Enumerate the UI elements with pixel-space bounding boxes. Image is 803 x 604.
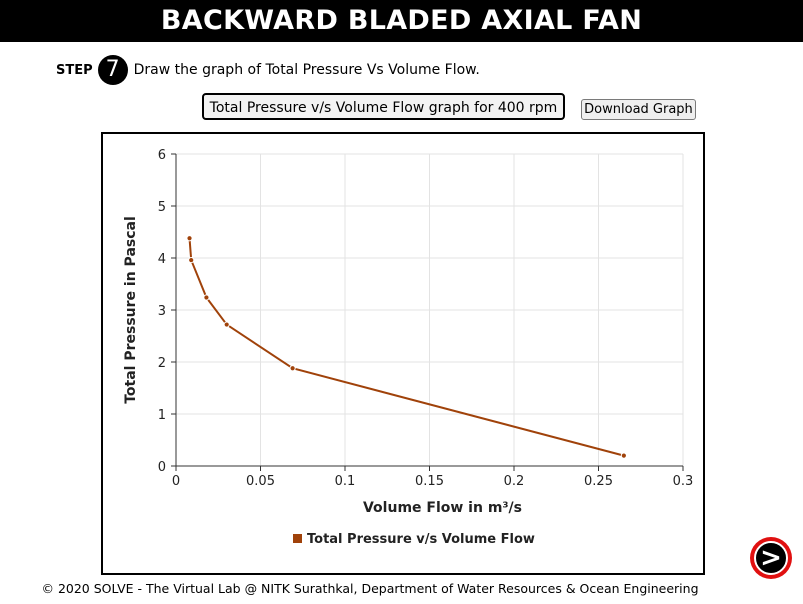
y-tick-label: 1	[158, 408, 166, 423]
y-axis-title: Total Pressure in Pascal	[123, 216, 139, 404]
x-tick-label: 0.3	[673, 474, 694, 489]
chart-axes	[171, 153, 684, 471]
step-instruction: Draw the graph of Total Pressure Vs Volu…	[133, 62, 480, 78]
legend-swatch	[293, 534, 302, 543]
step-number-badge: 7	[97, 55, 128, 85]
y-tick-label: 0	[158, 460, 166, 475]
chart-series	[186, 235, 627, 459]
step-label: STEP	[56, 62, 93, 78]
data-point	[186, 235, 193, 242]
y-tick-label: 6	[158, 148, 166, 163]
y-tick-label: 5	[158, 200, 166, 215]
data-point	[203, 294, 210, 301]
x-tick-label: 0.25	[584, 474, 613, 489]
y-tick-label: 4	[158, 252, 166, 267]
graph-title: Total Pressure v/s Volume Flow graph for…	[209, 100, 558, 116]
legend-label: Total Pressure v/s Volume Flow	[307, 532, 535, 547]
data-point	[188, 256, 195, 264]
download-graph-button[interactable]: Download Graph	[581, 99, 696, 120]
chart-frame: 0 0.05 0.1 0.15 0.2 0.25 0.3 0 1 2 3 4 5 6 Volume Flow…	[101, 132, 705, 575]
data-point	[289, 365, 296, 372]
y-tick-label: 3	[158, 304, 166, 319]
chart-svg: 0 0.05 0.1 0.15 0.2 0.25 0.3 0 1 2 3 4 5 6 Volume Flow…	[123, 148, 693, 547]
chart-labels: 0 0.05 0.1 0.15 0.2 0.25 0.3 0 1 2 3 4 5 6 Volume Flow…	[123, 148, 693, 547]
x-tick-label: 0	[172, 474, 180, 489]
page-title: BACKWARD BLADED AXIAL FAN	[160, 5, 643, 36]
y-tick-label: 2	[158, 356, 166, 371]
step-row: STEP 7 Draw the graph of Total Pressure …	[56, 55, 480, 85]
graph-title-box: Total Pressure v/s Volume Flow graph for…	[202, 93, 565, 120]
x-tick-label: 0.2	[504, 474, 525, 489]
page-header: BACKWARD BLADED AXIAL FAN	[0, 0, 803, 42]
series-line	[188, 238, 625, 457]
chart-grid	[175, 153, 684, 467]
next-arrow-icon: >	[754, 541, 788, 575]
next-button[interactable]: >	[750, 537, 792, 579]
x-tick-label: 0.15	[415, 474, 444, 489]
data-point	[223, 321, 230, 328]
x-tick-label: 0.05	[246, 474, 275, 489]
data-point	[620, 452, 627, 459]
x-axis-title: Volume Flow in m³/s	[363, 500, 522, 516]
x-tick-label: 0.1	[335, 474, 356, 489]
footer-credit: © 2020 SOLVE - The Virtual Lab @ NITK Su…	[41, 581, 699, 596]
